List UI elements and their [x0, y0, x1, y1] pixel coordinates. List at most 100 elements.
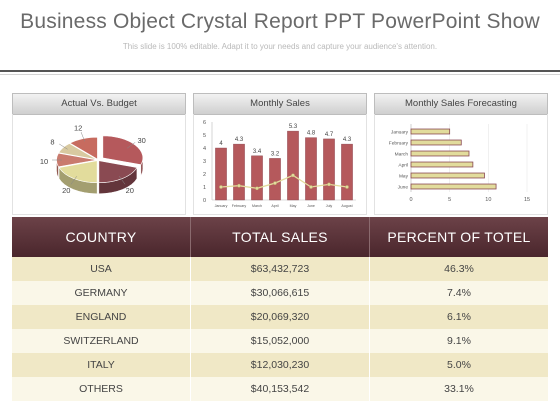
hbar — [410, 150, 470, 157]
y-tick-label: April — [398, 163, 408, 169]
trend-point — [291, 173, 295, 178]
bar-panel-title: Monthly Sales — [193, 93, 367, 115]
pie-panel-body: 30 20 20 10 8 12 — [12, 114, 186, 215]
hbar — [410, 172, 485, 179]
trend-point — [327, 182, 331, 187]
y-tick-label: 3 — [203, 159, 206, 165]
x-tick-label: 10 — [485, 197, 491, 203]
cell-sales: $20,069,320 — [191, 305, 370, 329]
pie-leader-line — [70, 176, 78, 185]
x-tick-label: April — [271, 204, 278, 208]
cell-percent: 5.0% — [447, 359, 471, 371]
header-divider — [0, 70, 560, 72]
cell-percent: 6.1% — [447, 311, 471, 323]
pie-panel: Actual Vs. Budget 30 20 20 10 8 12 — [12, 93, 186, 215]
pie-label: 20 — [126, 186, 134, 195]
cell-sales: $12,030,230 — [191, 353, 370, 377]
x-tick-label: August — [341, 204, 352, 208]
trend-point — [219, 185, 223, 189]
trend-point — [309, 185, 313, 189]
header-country: COUNTRY — [12, 217, 191, 257]
bar — [215, 147, 227, 201]
y-tick-label: May — [399, 174, 409, 180]
table-row: GERMANY $30,066,615 7.4% — [12, 281, 548, 305]
pie-label: 20 — [62, 186, 70, 195]
pie-label: 12 — [74, 124, 82, 133]
y-tick-label: January — [391, 130, 409, 136]
cell-percent: 9.1% — [447, 335, 471, 347]
page-title: Business Object Crystal Report PPT Power… — [20, 10, 540, 33]
bar — [287, 130, 299, 201]
pie-slice — [98, 160, 138, 184]
bar-panel-body: 0 1 2 3 4 5 6 4 January 4.3 February 3.4 March 3.2 Apr… — [193, 114, 367, 215]
cell-sales: $40,153,542 — [191, 377, 370, 401]
bar — [305, 137, 317, 201]
pie-leader-line — [80, 132, 85, 142]
x-tick-label: January — [215, 204, 228, 208]
y-tick-label: March — [395, 152, 409, 158]
cell-percent: 33.1% — [444, 383, 474, 395]
trend-point — [237, 183, 241, 188]
hbar-panel-body: 0 5 10 15 January February March April May June — [374, 114, 548, 215]
bar-value-label: 4.7 — [325, 132, 334, 138]
y-tick-label: June — [398, 185, 409, 191]
cell-sales: $15,052,000 — [191, 329, 370, 353]
table-header: COUNTRY TOTAL SALES PERCENT OF TOTEL — [12, 217, 548, 257]
hbar — [410, 161, 474, 168]
bar-panel: Monthly Sales 0 1 2 3 4 5 6 4 January 4.3 February… — [193, 93, 367, 215]
x-tick-label: July — [326, 204, 333, 208]
header-total-sales: TOTAL SALES — [191, 217, 370, 257]
pie-slice — [69, 136, 98, 160]
pie-slice — [58, 160, 98, 184]
cell-percent: 46.3% — [444, 263, 474, 275]
table-row: ITALY $12,030,230 5.0% — [12, 353, 548, 377]
table-row: SWITZERLAND $15,052,000 9.1% — [12, 329, 548, 353]
bar — [233, 143, 245, 201]
pie-slice — [102, 135, 144, 166]
trend-point — [273, 181, 277, 185]
bar-chart: 0 1 2 3 4 5 6 4 January 4.3 February 3.4 March 3.2 Apr… — [203, 120, 356, 208]
pie-slice — [58, 143, 97, 160]
pie-label: 30 — [138, 136, 146, 145]
pie-chart: 30 20 20 10 8 12 — [40, 124, 146, 196]
cell-country: ITALY — [12, 353, 191, 377]
bar — [323, 138, 335, 201]
cell-country: OTHERS — [12, 377, 191, 401]
y-tick-label: 1 — [203, 185, 206, 191]
sales-table: COUNTRY TOTAL SALES PERCENT OF TOTEL USA… — [12, 217, 548, 401]
pie-label: 8 — [50, 138, 54, 147]
cell-country: ENGLAND — [12, 305, 191, 329]
bar — [251, 155, 263, 201]
y-tick-label: 0 — [203, 198, 206, 204]
y-tick-label: 2 — [203, 172, 206, 178]
pie-panel-title: Actual Vs. Budget — [12, 93, 186, 115]
y-tick-label: February — [389, 141, 409, 147]
pie-leader-line — [118, 176, 126, 185]
cell-country: USA — [12, 257, 191, 281]
hbar-panel-title: Monthly Sales Forecasting — [374, 93, 548, 115]
bar-value-label: 4 — [219, 141, 223, 147]
pie-leader-line — [59, 143, 68, 150]
pie-leader-line — [126, 142, 136, 149]
y-tick-label: 5 — [203, 133, 206, 139]
cell-country: SWITZERLAND — [12, 329, 191, 353]
cell-sales: $63,432,723 — [191, 257, 370, 281]
bar-value-label: 5.3 — [289, 124, 298, 130]
header-divider-light — [0, 74, 560, 75]
trend-point — [255, 186, 259, 191]
x-tick-label: June — [307, 204, 315, 208]
x-tick-label: 5 — [448, 197, 451, 203]
cell-sales: $30,066,615 — [191, 281, 370, 305]
x-tick-label: 0 — [409, 197, 412, 203]
trend-line — [220, 174, 348, 189]
pie-label: 10 — [40, 157, 48, 166]
hbar — [410, 128, 451, 135]
bar-value-label: 3.4 — [253, 149, 262, 155]
bar — [269, 158, 281, 201]
bar-value-label: 4.3 — [343, 137, 352, 143]
x-tick-label: February — [232, 204, 247, 208]
cell-percent: 7.4% — [447, 287, 471, 299]
page-subtitle: This slide is 100% editable. Adapt it to… — [122, 42, 438, 51]
table-row: USA $63,432,723 46.3% — [12, 257, 548, 281]
bar — [341, 143, 353, 201]
